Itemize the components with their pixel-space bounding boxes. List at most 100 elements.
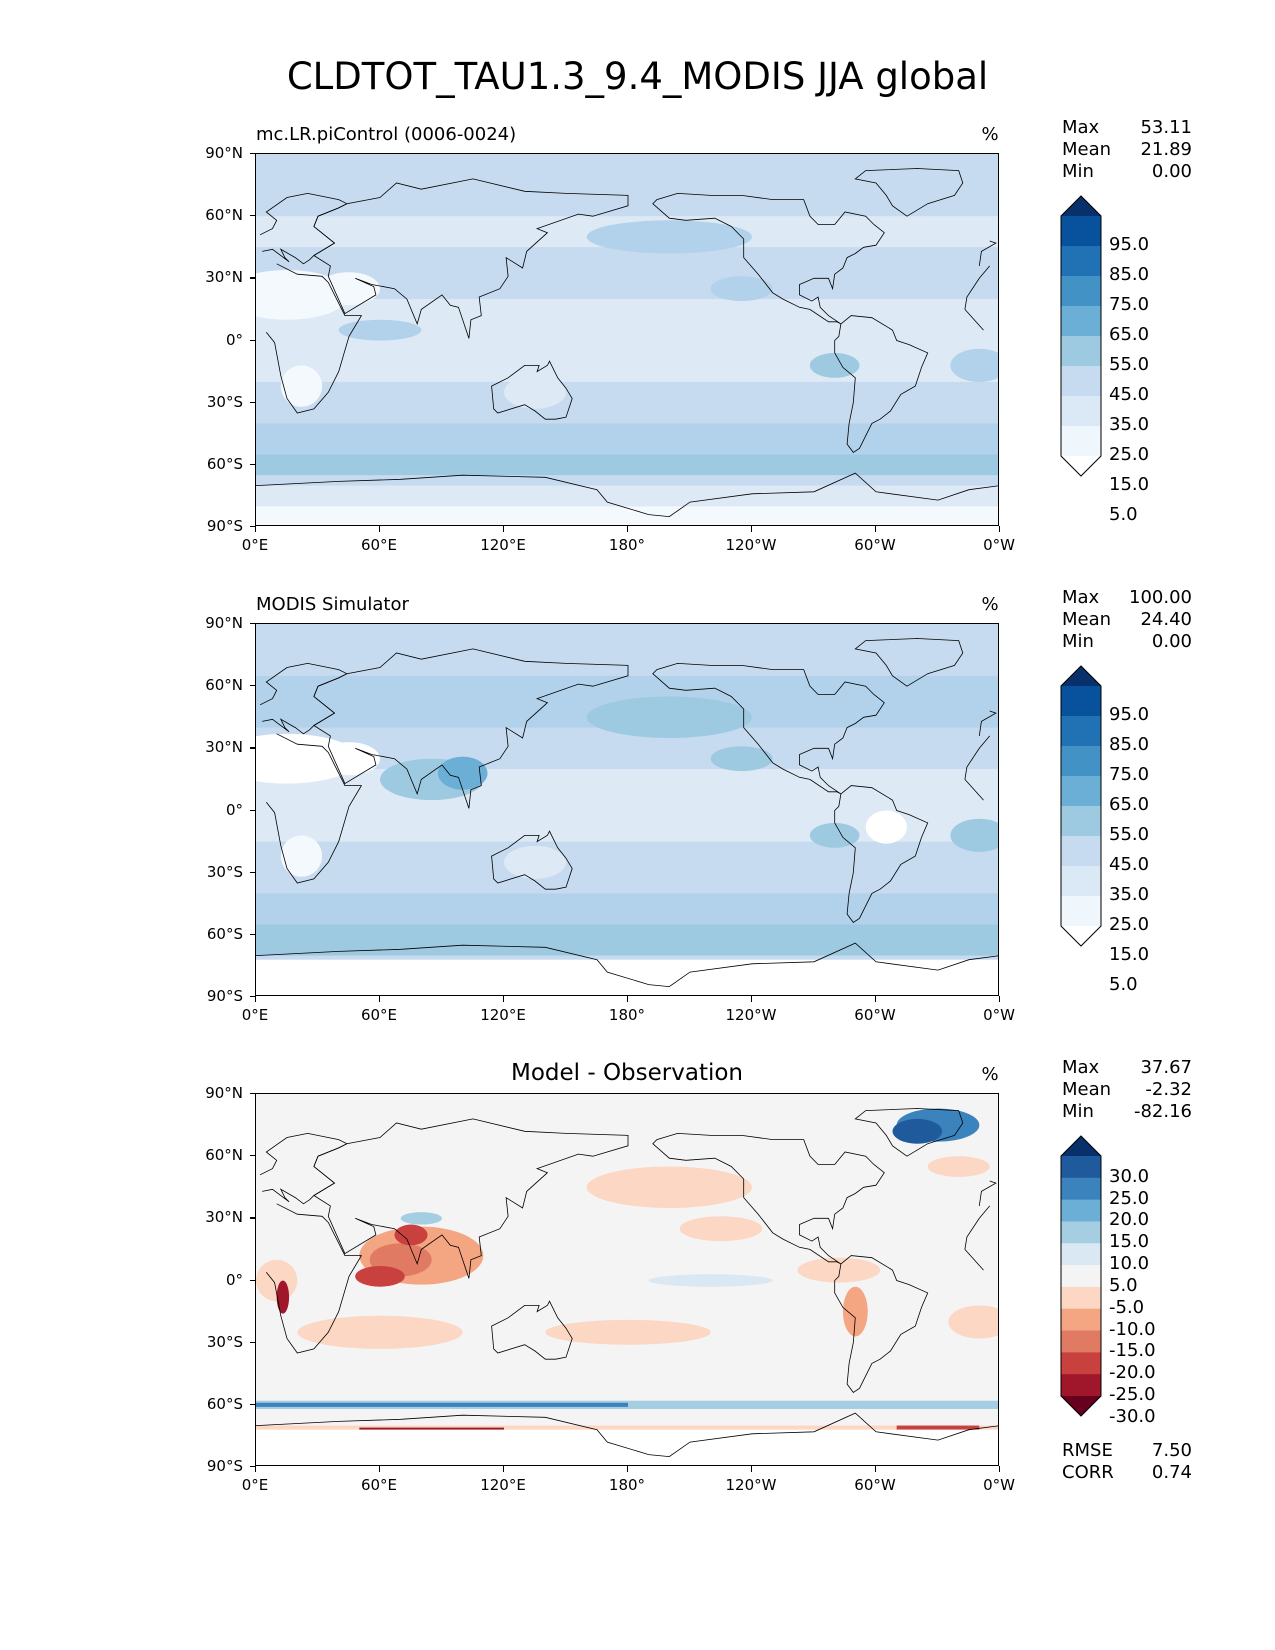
- colorbar-extend-max: [1061, 1136, 1101, 1156]
- lat-tick-label: 30°N: [205, 738, 243, 757]
- colorbar-tick-label: 65.0: [1109, 794, 1150, 815]
- colorbar-tick-label: 45.0: [1109, 854, 1150, 875]
- coastline-namerica: [652, 1132, 885, 1265]
- lon-tick: [751, 526, 753, 532]
- lon-tick: [627, 996, 629, 1002]
- colorbar-tick-label: 15.0: [1109, 1231, 1150, 1253]
- lat-tick-label: 0°: [225, 1270, 243, 1289]
- coastline-samerica: [834, 315, 929, 453]
- stat-label: Mean: [1062, 1079, 1112, 1100]
- units-label: %: [981, 124, 999, 145]
- field-patch: [948, 1305, 998, 1339]
- panel-difference: Model - Observation % Max 37.67 Mean -2.32…: [0, 940, 1275, 1494]
- map-svg: [256, 624, 998, 995]
- stat-label: Mean: [1062, 609, 1112, 630]
- colorbar-segment: [1061, 1177, 1101, 1201]
- field-band-negative: [256, 1402, 628, 1407]
- field-band-positive: [896, 1425, 980, 1430]
- lat-tick: [250, 685, 256, 687]
- coastline-greenland: [854, 638, 964, 687]
- lon-tick-label: 0°E: [241, 536, 269, 554]
- field-patch: [504, 845, 566, 879]
- field-patch: [809, 822, 860, 848]
- coastline-asia: [313, 1118, 629, 1279]
- colorbar-segment: [1061, 1199, 1101, 1222]
- lon-tick-label: 180°: [608, 1006, 646, 1024]
- colorbar-tick-label: 25.0: [1109, 914, 1150, 935]
- field-band: [256, 893, 998, 925]
- colorbar-tick-label: 25.0: [1109, 444, 1150, 465]
- panel-model: mc.LR.piControl (0006-0024) % Max 53.11 M…: [0, 0, 1275, 554]
- stat-value: 0.00: [1151, 631, 1192, 652]
- colorbar-segment: [1061, 866, 1101, 897]
- field-band: [256, 454, 998, 476]
- lat-tick-label: 60°S: [206, 1394, 243, 1413]
- lon-tick: [999, 996, 1001, 1002]
- lon-tick-label: 180°: [608, 536, 646, 554]
- colorbar-segment: [1061, 1352, 1101, 1375]
- lat-tick: [250, 871, 256, 873]
- lat-tick: [250, 933, 256, 936]
- field-band: [256, 506, 998, 525]
- lon-tick-label: 0°E: [241, 1006, 269, 1024]
- colorbar-segment: [1061, 1265, 1101, 1288]
- map-plot: [255, 1093, 999, 1466]
- lon-tick: [255, 1466, 257, 1472]
- stat-value: -2.32: [1145, 1079, 1192, 1100]
- field-patch: [679, 1216, 763, 1242]
- colorbar-tick-label: -20.0: [1109, 1362, 1156, 1384]
- lat-tick: [250, 1403, 256, 1406]
- colorbar-tick-label: 95.0: [1109, 234, 1150, 255]
- lat-tick: [250, 1155, 256, 1157]
- field-patch: [338, 319, 422, 341]
- stat-value: 53.11: [1140, 117, 1192, 138]
- field-patch: [545, 1319, 711, 1345]
- lon-tick-label: 0°E: [241, 1476, 269, 1494]
- map-svg: [256, 1094, 998, 1465]
- colorbar-segment: [1061, 396, 1101, 427]
- colorbar: 30.0 25.0 20.0 15.0 10.0 5.0 -5.0 -10.0 -15.0 -20…: [1060, 1135, 1156, 1427]
- lon-tick: [875, 526, 877, 532]
- panel-title: mc.LR.piControl (0006-0024): [256, 124, 517, 145]
- lon-tick: [503, 1466, 505, 1472]
- lon-tick-label: 60°W: [854, 536, 896, 554]
- lat-tick-label: 30°S: [206, 392, 243, 411]
- panel-title: Model - Observation: [510, 1060, 744, 1086]
- coastline-samerica: [834, 1255, 929, 1393]
- lat-tick: [250, 747, 256, 749]
- lat-tick: [250, 463, 256, 466]
- colorbar-segment: [1061, 776, 1101, 807]
- units-label: %: [981, 1064, 999, 1085]
- stats-box: Max 100.00 Mean 24.40 Min 0.00: [1062, 587, 1192, 653]
- lon-tick-label: 60°W: [854, 1476, 896, 1494]
- lon-tick-label: 120°W: [725, 1006, 777, 1024]
- colorbar-segment: [1061, 1308, 1101, 1332]
- field-patch: [950, 818, 998, 852]
- colorbar-segment: [1061, 306, 1101, 337]
- lon-tick-label: 120°E: [480, 1476, 526, 1494]
- field-band: [256, 247, 998, 268]
- colorbar-tick-label: 75.0: [1109, 294, 1150, 315]
- map-plot: [255, 153, 999, 526]
- field-patch: [297, 1315, 463, 1349]
- lon-tick-label: 120°E: [480, 1006, 526, 1024]
- coastline-australia: [491, 360, 573, 420]
- colorbar-tick-label: 65.0: [1109, 324, 1150, 345]
- lat-tick-label: 30°N: [205, 268, 243, 287]
- lon-tick: [999, 526, 1001, 532]
- colorbar-extend-min: [1061, 456, 1101, 476]
- lon-tick: [751, 1466, 753, 1472]
- field-patch: [950, 348, 998, 382]
- lon-tick: [503, 996, 505, 1002]
- colorbar-segment: [1061, 1221, 1101, 1244]
- lat-tick: [250, 809, 256, 811]
- lat-tick: [250, 1341, 256, 1343]
- field-patch: [865, 340, 907, 374]
- lat-tick: [250, 277, 256, 279]
- field-band: [256, 485, 998, 507]
- colorbar-tick-label: 75.0: [1109, 764, 1150, 785]
- lat-tick-label: 0°: [225, 330, 243, 349]
- lat-tick: [250, 1466, 256, 1468]
- lat-tick-label: 60°N: [205, 1146, 243, 1165]
- coastline-africa: [265, 1203, 991, 1354]
